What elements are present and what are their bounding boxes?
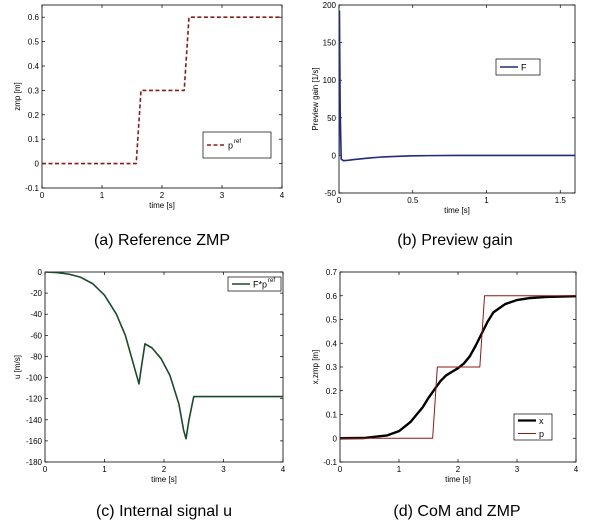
legend-label-superscript: ref: [234, 139, 241, 145]
series-line-0: [45, 272, 283, 440]
y-tick-label: 0.1: [326, 411, 338, 420]
series-line-0: [42, 16, 282, 165]
panel-caption: (a) Reference ZMP: [94, 232, 230, 249]
series-line-1: [340, 295, 576, 439]
y-tick-label: -180: [26, 458, 43, 467]
y-tick-label: -140: [26, 416, 43, 425]
legend-box: [513, 413, 553, 441]
plot-area: [338, 4, 576, 194]
y-tick-label: 50: [327, 114, 336, 123]
y-tick-label: 0: [35, 160, 40, 169]
y-tick-label: 100: [323, 76, 337, 85]
y-tick-label: -60: [30, 331, 42, 340]
x-axis-label: time [s]: [149, 201, 175, 210]
x-tick-label: 0: [338, 465, 343, 474]
y-tick-label: 0.5: [326, 316, 338, 325]
y-tick-label: 0.5: [28, 38, 40, 47]
y-tick-label: 0: [332, 151, 337, 160]
y-tick-label: -50: [324, 189, 336, 198]
x-tick-label: 4: [280, 191, 285, 200]
y-tick-label: 0.6: [28, 13, 40, 22]
y-tick-label: 0.2: [28, 111, 40, 120]
legend-box: [202, 131, 272, 159]
panel-caption: (c) Internal signal u: [96, 503, 232, 520]
y-tick-label: 0.4: [28, 62, 40, 71]
legend-label: p: [228, 141, 233, 151]
x-tick-label: 3: [515, 465, 520, 474]
panel-caption: (d) CoM and ZMP: [393, 503, 520, 520]
y-tick-label: -100: [26, 374, 43, 383]
x-tick-label: 3: [220, 191, 225, 200]
y-axis-label: zmp [m]: [13, 82, 22, 110]
x-tick-label: 4: [574, 465, 579, 474]
y-tick-label: 0.4: [326, 339, 338, 348]
x-tick-label: 1: [397, 465, 402, 474]
x-tick-label: 0: [337, 196, 342, 205]
series-line-0: [340, 295, 576, 440]
y-tick-label: 0: [333, 434, 338, 443]
x-tick-label: 4: [281, 465, 286, 474]
y-tick-label: -120: [26, 395, 43, 404]
series-line-0: [339, 10, 575, 162]
panel-caption: (b) Preview gain: [397, 232, 513, 249]
x-tick-label: 0: [40, 191, 45, 200]
plot-area: [41, 4, 283, 189]
x-tick-label: 3: [221, 465, 226, 474]
x-tick-label: 0: [43, 465, 48, 474]
legend-label: F*p: [253, 280, 267, 290]
x-tick-label: 1: [484, 196, 489, 205]
y-tick-label: -80: [30, 352, 42, 361]
x-tick-label: 1: [100, 191, 105, 200]
y-tick-label: 200: [323, 1, 337, 10]
plot-area: [44, 271, 284, 463]
y-tick-label: 0.2: [326, 387, 338, 396]
y-tick-label: 0.6: [326, 292, 338, 301]
y-tick-label: -40: [30, 310, 42, 319]
panel-c: 0 1 2 3 4 -180 -160 -140 -120 -100 -80 -60 -40 -20 0 ti…: [13, 268, 286, 520]
y-axis-label: x,zmp [m]: [311, 350, 320, 385]
x-tick-label: 1: [102, 465, 107, 474]
legend-box: [227, 276, 282, 292]
x-tick-label: 2: [456, 465, 461, 474]
y-tick-label: 0.3: [326, 363, 338, 372]
x-axis-label: time [s]: [445, 475, 471, 484]
legend-label: F: [521, 63, 527, 73]
y-axis-label: u [m/s]: [13, 355, 22, 379]
legend-label: p: [539, 429, 544, 439]
x-axis-label: time [s]: [444, 206, 470, 215]
x-axis-label: time [s]: [151, 475, 177, 484]
x-tick-label: 1.5: [555, 196, 567, 205]
y-tick-label: 0.3: [28, 86, 40, 95]
y-tick-label: -0.1: [323, 458, 337, 467]
x-tick-label: 2: [162, 465, 167, 474]
x-tick-label: 0.5: [407, 196, 419, 205]
legend-label: x: [539, 416, 544, 426]
x-tick-label: 2: [160, 191, 165, 200]
y-tick-label: 150: [323, 39, 337, 48]
y-tick-label: -20: [30, 289, 42, 298]
y-axis-label: Preview gain [1/s]: [311, 67, 320, 130]
y-tick-label: 0.7: [326, 268, 338, 277]
y-tick-label: 0.1: [28, 135, 40, 144]
y-tick-label: -160: [26, 437, 43, 446]
legend-label-superscript: ref: [268, 278, 275, 284]
y-tick-label: -0.1: [25, 184, 39, 193]
y-tick-label: 0: [38, 268, 43, 277]
